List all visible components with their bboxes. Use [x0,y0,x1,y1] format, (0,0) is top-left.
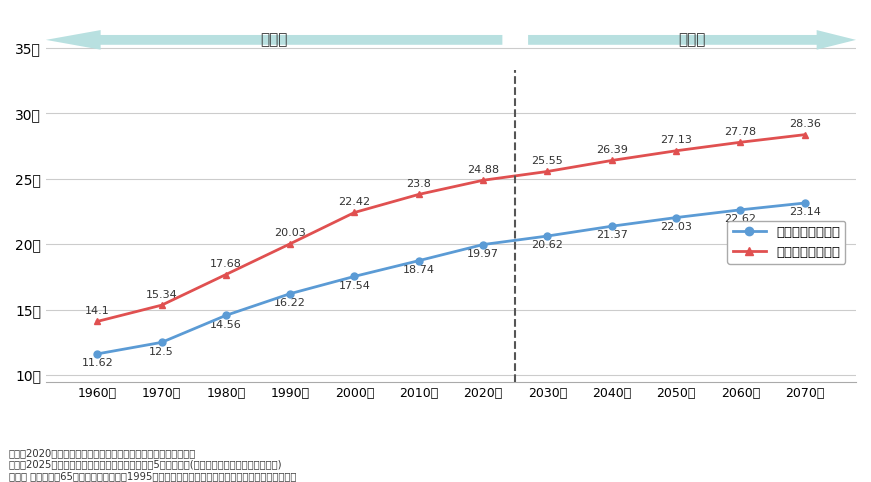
Text: 27.13: 27.13 [660,135,692,145]
Text: 14.56: 14.56 [210,320,242,330]
Text: 25.55: 25.55 [531,156,564,166]
Text: 27.78: 27.78 [724,127,756,137]
Text: 出所：2020年まで：厚生労働省「簡易生命表」、「完全生命表」
　　　2025年以降：「日本の将来推計人口（令和5年推計）」(国立社会保障・人口問題研究所)
（: 出所：2020年まで：厚生労働省「簡易生命表」、「完全生命表」 2025年以降：… [9,448,296,481]
Text: 18.74: 18.74 [402,265,435,275]
Text: 28.36: 28.36 [788,119,820,129]
Legend: 平均余命（男性）, 平均余命（女性）: 平均余命（男性）, 平均余命（女性） [727,221,846,264]
Text: 17.68: 17.68 [210,259,242,269]
Text: 15.34: 15.34 [145,290,178,300]
Text: 12.5: 12.5 [149,347,174,357]
PathPatch shape [528,30,856,50]
Text: 20.03: 20.03 [274,228,306,238]
Text: 21.37: 21.37 [596,230,628,241]
Text: 19.97: 19.97 [467,249,499,259]
Text: 22.62: 22.62 [725,214,756,224]
Text: 26.39: 26.39 [596,145,628,155]
Text: 推計値: 推計値 [679,32,706,47]
Text: 実績値: 実績値 [260,32,287,47]
Text: 23.8: 23.8 [407,179,431,189]
Text: 22.42: 22.42 [339,197,370,207]
PathPatch shape [46,30,503,50]
Text: 17.54: 17.54 [339,281,370,291]
Text: 24.88: 24.88 [467,165,499,174]
Text: 23.14: 23.14 [788,207,820,217]
Text: 20.62: 20.62 [531,240,564,250]
Text: 14.1: 14.1 [85,306,110,316]
Text: 11.62: 11.62 [81,358,113,368]
Text: 22.03: 22.03 [660,222,692,232]
Text: 16.22: 16.22 [274,298,306,308]
